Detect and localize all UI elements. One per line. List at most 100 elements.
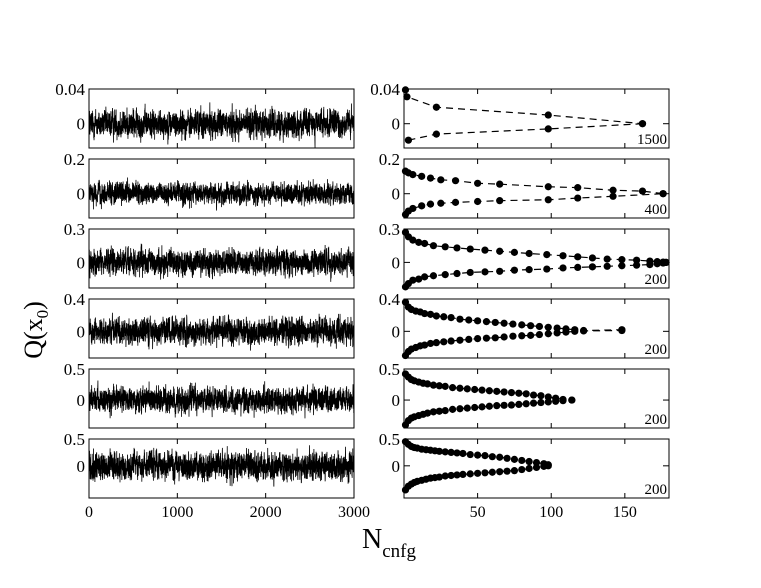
data-point [478, 403, 486, 411]
data-point [525, 249, 533, 258]
data-point [633, 261, 641, 269]
data-point [418, 172, 426, 180]
series-line [89, 380, 354, 419]
data-point [562, 328, 570, 336]
data-point [518, 465, 526, 474]
panel-frame [88, 228, 355, 289]
data-point [525, 457, 533, 466]
panel-left-5: 00.5 [64, 360, 355, 429]
data-point [453, 244, 461, 252]
data-point [553, 329, 561, 337]
x-tick-label: 100 [539, 504, 563, 521]
data-point [544, 398, 552, 406]
data-point [638, 187, 647, 195]
data-point [447, 448, 455, 457]
panel-frame [88, 88, 355, 149]
panel-frame [403, 298, 670, 359]
y-tick-label: 0 [392, 253, 401, 272]
data-point [532, 463, 541, 472]
data-point [603, 255, 611, 263]
data-point [609, 192, 617, 200]
panel-right-4: 0 0.4 200 [379, 290, 670, 360]
y-axis-title-close: ) [19, 301, 48, 310]
data-point [482, 334, 491, 342]
series-line [89, 102, 354, 148]
panel-label: 200 [645, 272, 668, 288]
data-point [543, 251, 551, 259]
data-point [509, 332, 517, 340]
data-point [574, 194, 582, 202]
data-point [574, 253, 582, 261]
panel-frame [88, 438, 355, 499]
data-point [646, 261, 654, 269]
data-point [471, 403, 479, 412]
series-line [89, 312, 354, 351]
data-point [453, 471, 461, 479]
data-point [544, 125, 552, 133]
data-point [429, 408, 438, 416]
y-tick-label: 0.4 [64, 290, 86, 309]
data-point [488, 453, 496, 461]
data-point [478, 386, 486, 394]
data-point [463, 385, 471, 393]
panel-frame [403, 438, 670, 499]
data-point [448, 405, 457, 413]
y-axis-title-subscript: 0 [33, 310, 52, 319]
data-point [515, 400, 523, 408]
data-point [423, 380, 432, 388]
data-point [437, 176, 445, 184]
panel-label: 1500 [637, 132, 667, 148]
data-point [525, 266, 533, 274]
data-point [609, 186, 617, 194]
y-tick-label: 0.04 [370, 80, 400, 99]
series-line-1 [404, 232, 667, 263]
panel-frame [403, 88, 670, 149]
data-point [421, 239, 429, 248]
data-point [633, 256, 641, 264]
data-point [527, 331, 535, 339]
data-point [456, 336, 464, 344]
panel-right-6: 0 0.5 50 100 150 200 [379, 430, 670, 521]
data-point [426, 310, 435, 318]
data-point [441, 382, 449, 390]
data-point [421, 273, 429, 281]
data-point [421, 309, 429, 318]
data-point [522, 400, 530, 408]
data-point [537, 392, 545, 400]
data-point [509, 320, 517, 328]
data-point [510, 467, 519, 475]
data-point [456, 315, 464, 323]
panel-frame [403, 158, 670, 219]
y-tick-label: 0.2 [64, 150, 85, 169]
x-axis-title: Ncnfg [362, 524, 416, 562]
data-point [432, 312, 440, 320]
data-point [537, 398, 545, 407]
panel-right-3: 0 0.3 200 [379, 220, 670, 291]
data-point [459, 470, 467, 478]
data-point [401, 86, 410, 94]
data-point [466, 268, 474, 277]
y-tick-label: 0 [77, 115, 86, 134]
data-point [426, 174, 435, 182]
data-point [510, 455, 519, 463]
data-point [482, 318, 491, 326]
x-tick-label: 1000 [161, 504, 193, 521]
y-tick-label: 0.4 [379, 290, 401, 309]
data-point [409, 276, 417, 284]
data-point [522, 390, 530, 398]
data-point [496, 453, 504, 461]
panel-frame [88, 158, 355, 219]
y-tick-label: 0.5 [64, 430, 85, 449]
data-point [474, 317, 482, 325]
y-tick-label: 0 [77, 322, 86, 341]
y-tick-label: 0 [77, 457, 86, 476]
data-point [507, 389, 516, 397]
data-point [603, 262, 611, 270]
data-point [507, 401, 516, 409]
data-point [418, 202, 426, 210]
data-point [441, 243, 449, 251]
data-point [463, 404, 471, 412]
data-point [618, 256, 626, 264]
y-tick-label: 0.5 [379, 360, 400, 379]
